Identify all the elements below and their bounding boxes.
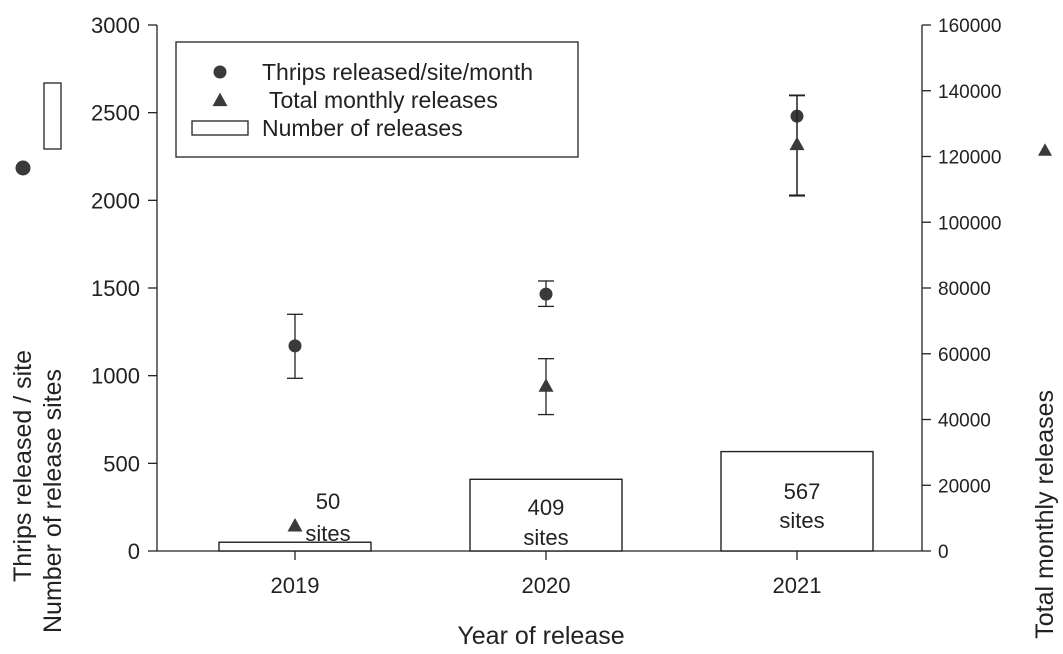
- right-tick-label: 60000: [938, 345, 991, 366]
- y-axis-title-left-1: Thrips released / site: [9, 350, 37, 582]
- left-tick-label: 1000: [91, 364, 140, 389]
- right-tick-label: 100000: [938, 213, 1001, 234]
- x-tick-label: 2020: [522, 573, 571, 598]
- y-axis-title-triangle-icon: [1038, 143, 1052, 156]
- bar-label-count: 409: [528, 495, 565, 520]
- x-axis-title: Year of release: [457, 622, 624, 650]
- bar-label-count: 50: [316, 489, 340, 514]
- legend-circle-icon: [213, 65, 227, 79]
- right-tick-label: 20000: [938, 476, 991, 497]
- legend-label: Number of releases: [262, 115, 463, 141]
- circle-point: [539, 287, 553, 301]
- right-tick-label: 0: [938, 542, 949, 563]
- bar: [720, 450, 874, 552]
- bar-label-count: 567: [784, 479, 821, 504]
- right-tick-label: 40000: [938, 411, 991, 432]
- triangle-point: [789, 136, 805, 151]
- y-axis-title-left-2: Number of release sites: [39, 369, 67, 633]
- bar-label-unit: sites: [523, 525, 568, 550]
- x-tick-label: 2019: [271, 573, 320, 598]
- left-tick-label: 3000: [91, 13, 140, 38]
- markers: [287, 94, 805, 532]
- bar: [469, 478, 623, 552]
- bars: 50 sites 409 sites 567 sites: [218, 450, 874, 552]
- legend-label: Thrips released/site/month: [262, 59, 533, 85]
- right-tick-label: 120000: [938, 148, 1001, 169]
- legend-bar-icon: [191, 120, 249, 136]
- y-axis-title-bar-icon: [43, 82, 62, 150]
- triangle-point: [287, 517, 303, 532]
- right-tick-label: 80000: [938, 279, 991, 300]
- legend-triangle-icon: [212, 92, 228, 107]
- right-tick-label: 160000: [938, 16, 1001, 37]
- right-tick-label: 140000: [938, 82, 1001, 103]
- y-axis-title-right: Total monthly releases: [1031, 390, 1059, 639]
- axes: 0 500 1000 1500 2000 2500 3000 0 20000 40000 60000…: [91, 13, 1001, 598]
- bar: [218, 541, 372, 552]
- left-tick-label: 2000: [91, 188, 140, 213]
- bar-label-unit: sites: [305, 521, 350, 546]
- left-tick-label: 500: [103, 451, 140, 476]
- x-tick-label: 2021: [773, 573, 822, 598]
- left-tick-label: 0: [128, 539, 140, 564]
- legend-box: [175, 41, 579, 158]
- legend-label: Total monthly releases: [269, 87, 498, 113]
- left-tick-label: 1500: [91, 276, 140, 301]
- y-axis-title-circle-icon: [15, 160, 31, 176]
- bar-label-unit: sites: [779, 508, 824, 533]
- triangle-point: [538, 378, 554, 392]
- circle-point: [288, 339, 302, 353]
- left-tick-label: 2500: [91, 101, 140, 126]
